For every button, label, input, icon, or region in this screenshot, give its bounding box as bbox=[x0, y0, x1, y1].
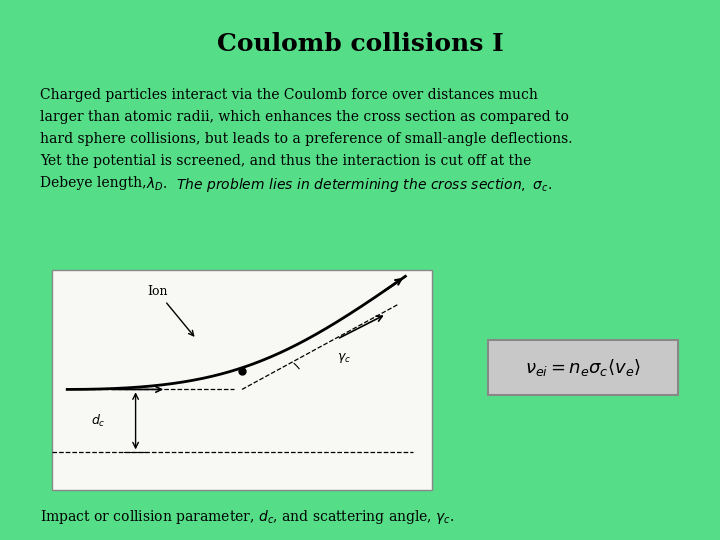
Bar bbox=[488, 340, 678, 395]
Text: hard sphere collisions, but leads to a preference of small-angle deflections.: hard sphere collisions, but leads to a p… bbox=[40, 132, 572, 146]
Text: $\lambda_D$.: $\lambda_D$. bbox=[146, 176, 169, 193]
Text: Coulomb collisions I: Coulomb collisions I bbox=[217, 32, 503, 56]
Text: Yet the potential is screened, and thus the interaction is cut off at the: Yet the potential is screened, and thus … bbox=[40, 154, 531, 168]
Text: Impact or collision parameter, $d_c$, and scattering angle, $\gamma_c$.: Impact or collision parameter, $d_c$, an… bbox=[40, 508, 454, 526]
Text: Ion: Ion bbox=[147, 285, 194, 336]
Text: $d_c$: $d_c$ bbox=[91, 413, 105, 429]
Text: $\nu_{ei} = n_e \sigma_c \langle v_e \rangle$: $\nu_{ei} = n_e \sigma_c \langle v_e \ra… bbox=[525, 357, 641, 378]
Text: larger than atomic radii, which enhances the cross section as compared to: larger than atomic radii, which enhances… bbox=[40, 110, 569, 124]
Text: $\gamma_c$: $\gamma_c$ bbox=[337, 351, 351, 365]
Text: $\mathbf{\mathit{The\ problem\ lies\ in\ determining\ the\ cross\ section,\ \sig: $\mathbf{\mathit{The\ problem\ lies\ in\… bbox=[176, 176, 552, 194]
Text: Charged particles interact via the Coulomb force over distances much: Charged particles interact via the Coulo… bbox=[40, 88, 538, 102]
Text: Debeye length,: Debeye length, bbox=[40, 176, 151, 190]
Bar bbox=[52, 270, 432, 490]
